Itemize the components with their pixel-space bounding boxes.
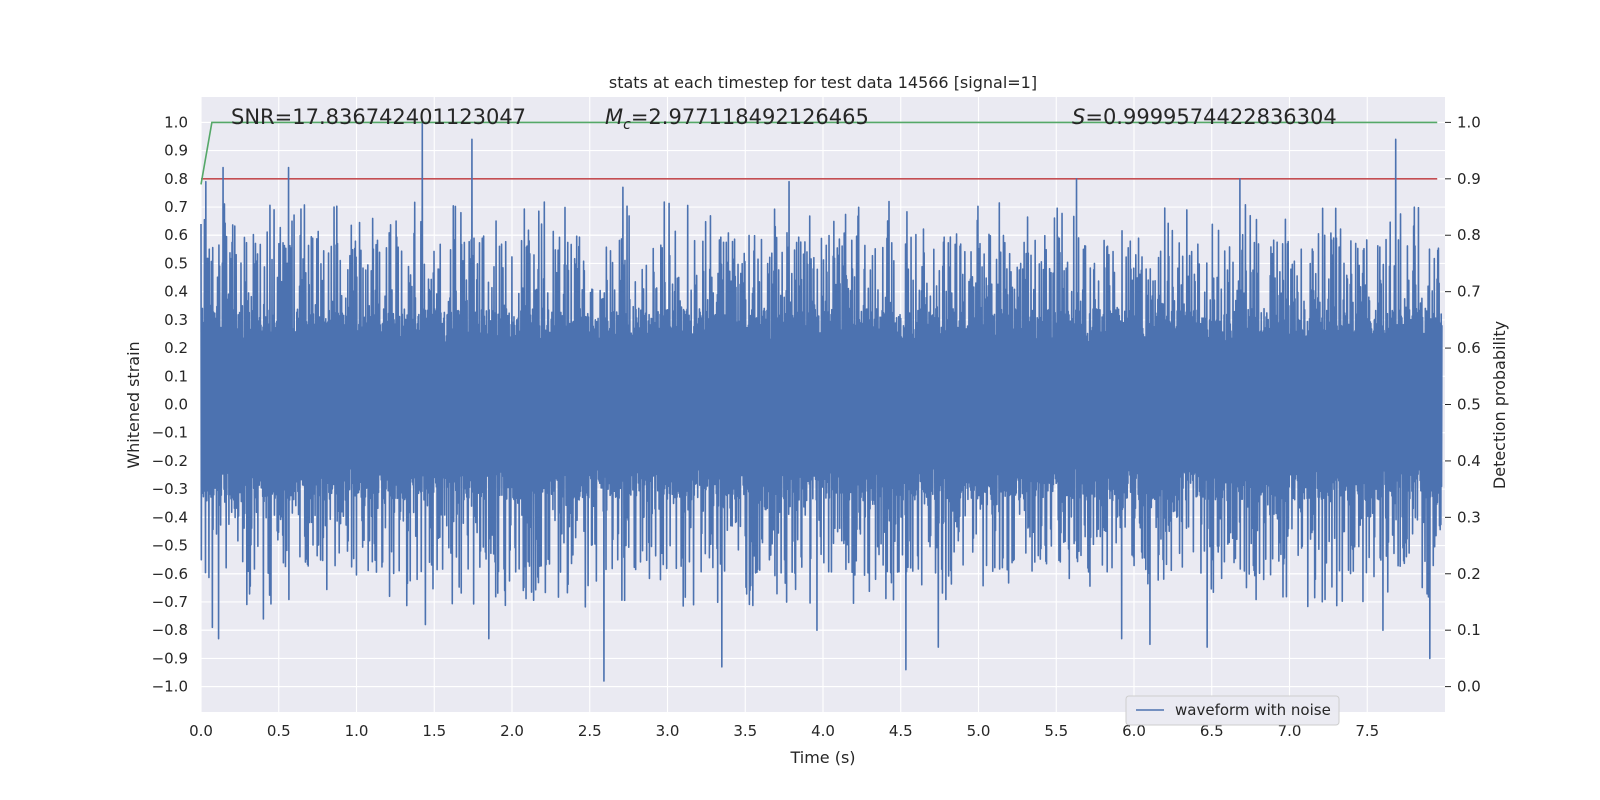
y-tick-label: 0.4 xyxy=(164,283,188,301)
chart-title: stats at each timestep for test data 145… xyxy=(609,73,1037,92)
y-right-tick-label: 0.6 xyxy=(1457,339,1481,357)
x-tick-label: 0.0 xyxy=(189,722,213,740)
detection-probability-line xyxy=(200,121,1438,185)
y-tick-label: −0.5 xyxy=(152,537,188,555)
x-tick-label: 2.0 xyxy=(500,722,524,740)
y-tick-label: 0.2 xyxy=(164,339,188,357)
y-tick-label: −1.0 xyxy=(152,678,188,696)
chirp-mass-value: =2.977118492126465 xyxy=(631,105,869,129)
y-right-tick-label: 0.9 xyxy=(1457,170,1481,188)
x-tick-label: 6.0 xyxy=(1122,722,1146,740)
y-tick-label: −0.9 xyxy=(152,649,188,667)
y-right-tick-label: 0.7 xyxy=(1457,283,1481,301)
y-right-tick-label: 0.5 xyxy=(1457,396,1481,414)
y-axis-left: 1.0 0.9 0.8 0.7 0.6 0.5 0.4 0.3 0.2 0.1 0.0 −0.1 −0.… xyxy=(152,113,188,695)
x-tick-label: 2.5 xyxy=(578,722,602,740)
y-tick-label: −0.6 xyxy=(152,565,188,583)
x-tick-label: 3.0 xyxy=(656,722,680,740)
y-right-tick-label: 0.4 xyxy=(1457,452,1481,470)
snr-annotation: SNR=17.836742401123047 xyxy=(231,105,526,129)
y-right-tick-label: 0.2 xyxy=(1457,565,1481,583)
y-right-tick-label: 0.3 xyxy=(1457,508,1481,526)
y-tick-label: 0.7 xyxy=(164,198,188,216)
x-tick-label: 5.0 xyxy=(967,722,991,740)
x-tick-label: 0.5 xyxy=(267,722,291,740)
y-axis-right: 1.0 0.9 0.8 0.7 0.6 0.5 0.4 0.3 0.2 0.1 0.0 xyxy=(1445,113,1481,696)
x-tick-label: 1.5 xyxy=(422,722,446,740)
y-axis-title: Whitened strain xyxy=(124,341,143,468)
y-tick-label: 0.9 xyxy=(164,142,188,160)
x-tick-label: 4.5 xyxy=(889,722,913,740)
x-tick-label: 3.5 xyxy=(733,722,757,740)
detection-statistic-annotation: S=0.9999574422836304 xyxy=(1072,105,1337,129)
x-tick-label: 7.5 xyxy=(1355,722,1379,740)
y-tick-label: 0.5 xyxy=(164,254,188,272)
y-tick-label: −0.8 xyxy=(152,621,188,639)
chirp-mass-subscript: c xyxy=(623,117,631,133)
chirp-mass-annotation: Mc=2.977118492126465 xyxy=(605,105,869,133)
legend-label: waveform with noise xyxy=(1175,701,1331,719)
statistic-symbol: S xyxy=(1072,105,1085,129)
chirp-mass-symbol: M xyxy=(605,105,623,129)
x-tick-label: 1.0 xyxy=(345,722,369,740)
y-tick-label: 0.8 xyxy=(164,170,188,188)
x-tick-label: 4.0 xyxy=(811,722,835,740)
y-tick-label: −0.3 xyxy=(152,480,188,498)
y-tick-label: −0.1 xyxy=(152,424,188,442)
y-tick-label: 0.3 xyxy=(164,311,188,329)
y-tick-label: −0.2 xyxy=(152,452,188,470)
x-tick-label: 7.0 xyxy=(1278,722,1302,740)
y-tick-label: −0.7 xyxy=(152,593,188,611)
x-tick-label: 5.5 xyxy=(1044,722,1068,740)
x-axis-title: Time (s) xyxy=(789,748,855,767)
statistic-value: =0.9999574422836304 xyxy=(1085,105,1336,129)
y-tick-label: 0.1 xyxy=(164,367,188,385)
legend: waveform with noise xyxy=(1125,695,1340,726)
y-tick-label: 0.0 xyxy=(164,396,188,414)
y-right-tick-label: 0.8 xyxy=(1457,226,1481,244)
x-axis: 0.0 0.5 1.0 1.5 2.0 2.5 3.0 3.5 4.0 4.5 5.0 5.5 6.0 6… xyxy=(189,722,1379,740)
y-tick-label: −0.4 xyxy=(152,508,188,526)
legend-box xyxy=(1125,695,1340,726)
probability-layer xyxy=(200,121,1438,185)
x-tick-label: 6.5 xyxy=(1200,722,1224,740)
y-right-tick-label: 0.1 xyxy=(1457,621,1481,639)
y-axis-right-title: Detection probability xyxy=(1490,321,1509,489)
y-tick-label: 0.6 xyxy=(164,226,188,244)
y-right-tick-label: 0.0 xyxy=(1457,678,1481,696)
waveform-line xyxy=(200,121,1443,682)
y-right-tick-label: 1.0 xyxy=(1457,113,1481,131)
y-tick-label: 1.0 xyxy=(164,113,188,131)
waveform-layer xyxy=(200,121,1443,682)
